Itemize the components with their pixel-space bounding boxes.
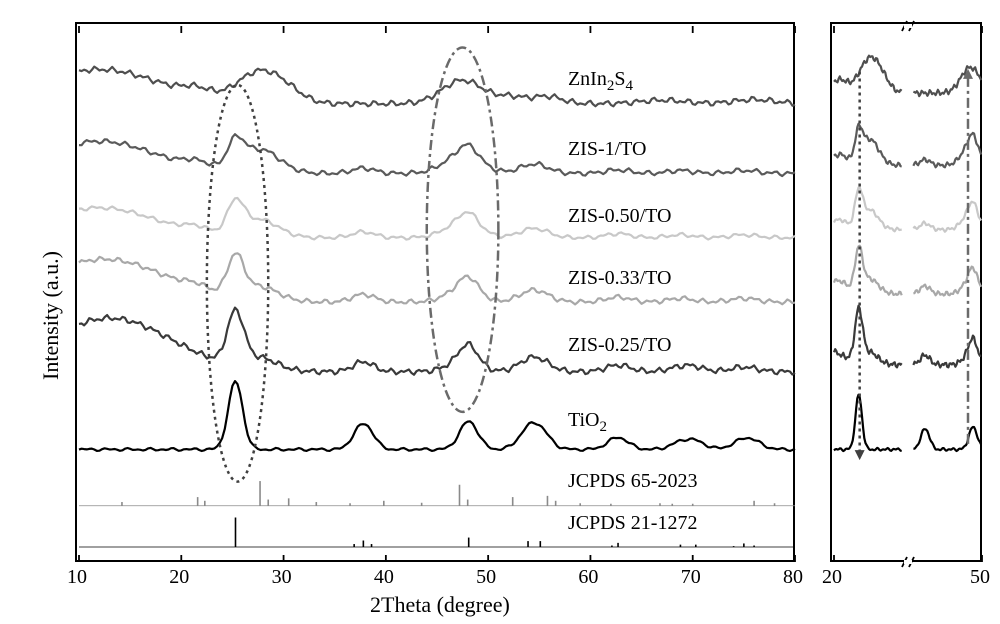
x-tick-label: 50 [471, 566, 501, 589]
label-zis025: ZIS-0.25/TO [568, 334, 672, 357]
x-tick-label: 20 [164, 566, 194, 589]
label-znin2s4: ZnIn2S4 [568, 68, 633, 95]
right-plot-svg [832, 24, 984, 564]
x-tick-label: 70 [676, 566, 706, 589]
x-tick-label: 10 [62, 566, 92, 589]
right-x-tick-label: 20 [817, 566, 847, 589]
label-zis050: ZIS-0.50/TO [568, 205, 672, 228]
x-tick-label: 60 [573, 566, 603, 589]
label-zis1: ZIS-1/TO [568, 138, 647, 161]
label-tio2: TiO2 [568, 409, 607, 436]
xrd-figure: Intensity (a.u.) 2Theta (degree) 10 20 30 4… [0, 0, 1000, 624]
right-x-tick-label: 50 [965, 566, 995, 589]
x-axis-label: 2Theta (degree) [370, 592, 510, 618]
label-jcpds65: JCPDS 65-2023 [568, 470, 697, 493]
x-tick-label: 30 [267, 566, 297, 589]
x-tick-label: 80 [778, 566, 808, 589]
right-panel [830, 22, 982, 562]
label-jcpds21: JCPDS 21-1272 [568, 512, 697, 535]
label-zis033: ZIS-0.33/TO [568, 267, 672, 290]
y-axis-label: Intensity (a.u.) [38, 251, 64, 380]
x-tick-label: 40 [369, 566, 399, 589]
